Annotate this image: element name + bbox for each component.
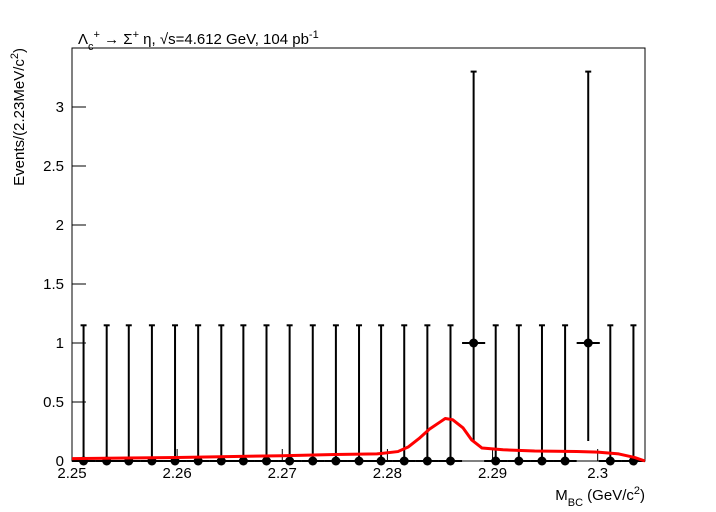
data-point: [354, 456, 364, 466]
y-tick-label: 3: [56, 99, 64, 116]
y-axis-label-part: ): [11, 48, 28, 53]
data-point: [445, 456, 455, 466]
x-tick-label: 2.27: [268, 465, 297, 482]
chart-title-part: → Σ: [100, 31, 133, 48]
data-point: [285, 456, 295, 466]
data-point: [262, 456, 272, 466]
x-axis-label-part: M: [555, 487, 568, 504]
chart-title-part: +: [94, 29, 100, 41]
x-axis-label: MBC (GeV/c2): [555, 485, 645, 509]
data-point: [216, 456, 226, 466]
y-tick-label: 0: [56, 453, 64, 470]
data-point: [514, 456, 524, 466]
x-tick-label: 2.28: [373, 465, 402, 482]
chart-title-part: +: [133, 29, 139, 41]
y-tick-label: 1: [56, 335, 64, 352]
data-point: [376, 456, 386, 466]
data-point: [605, 456, 615, 466]
data-point: [560, 456, 570, 466]
data-point: [469, 338, 479, 348]
chart-title-part: -1: [309, 29, 319, 41]
y-tick-label: 1.5: [43, 276, 64, 293]
x-tick-label: 2.3: [587, 465, 608, 482]
chart-title: Λc+ → Σ+ η, √s=4.612 GeV, 104 pb-1: [78, 29, 319, 53]
x-axis-label-part: ): [640, 487, 645, 504]
data-point: [331, 456, 341, 466]
y-axis-label-part: 2: [9, 53, 21, 59]
data-point: [399, 456, 409, 466]
y-axis-label-part: Events/(2.23MeV/c: [11, 59, 28, 186]
data-point: [537, 456, 547, 466]
data-point: [422, 456, 432, 466]
data-point: [308, 456, 318, 466]
data-point: [238, 456, 248, 466]
x-tick-label: 2.29: [478, 465, 507, 482]
y-tick-label: 0.5: [43, 394, 64, 411]
y-tick-label: 2.5: [43, 158, 64, 175]
chart-title-part: η, √s=4.612 GeV, 104 pb: [139, 31, 309, 48]
x-axis-label-part: BC: [568, 497, 583, 509]
x-tick-label: 2.25: [57, 465, 86, 482]
data-point: [583, 338, 593, 348]
fit-curve: [71, 417, 646, 463]
y-tick-label: 2: [56, 217, 64, 234]
x-axis-label-part: (GeV/c: [583, 487, 634, 504]
x-axis-label-part: 2: [634, 485, 640, 497]
chart-title-part: Λ: [78, 31, 88, 48]
chart-title-part: c: [88, 41, 94, 53]
data-point: [193, 456, 203, 466]
x-tick-label: 2.26: [163, 465, 192, 482]
y-axis-label: Events/(2.23MeV/c2): [9, 48, 28, 186]
data-point: [491, 456, 501, 466]
